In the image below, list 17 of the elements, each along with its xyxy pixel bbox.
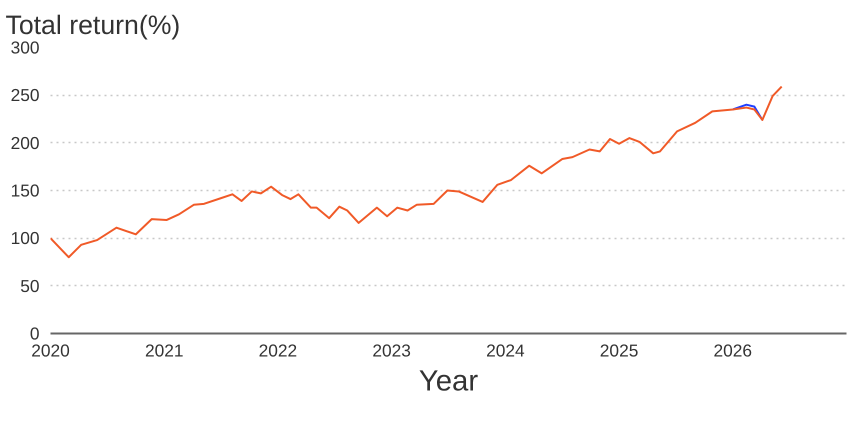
y-tick-label: 100 [10,228,40,248]
y-tick-label: 50 [20,276,40,296]
y-tick-label: 0 [30,324,40,344]
x-tick-label: 2020 [31,340,70,360]
x-tick-label: 2024 [486,340,525,360]
y-tick-label: 250 [10,85,40,106]
x-tick-label: 2025 [600,340,638,360]
chart-title: Total return(%) [6,10,180,40]
x-tick-label: 2023 [372,340,411,360]
y-tick-label: 150 [10,180,40,200]
x-tick-label: 2026 [714,340,752,360]
line-series [50,86,783,258]
y-tick-label: 300 [10,38,40,58]
y-tick-label: 200 [10,132,40,153]
x-tick-label: 2021 [144,340,184,360]
x-tick-label: 2022 [258,340,298,360]
x-axis-title: Year [418,364,478,398]
